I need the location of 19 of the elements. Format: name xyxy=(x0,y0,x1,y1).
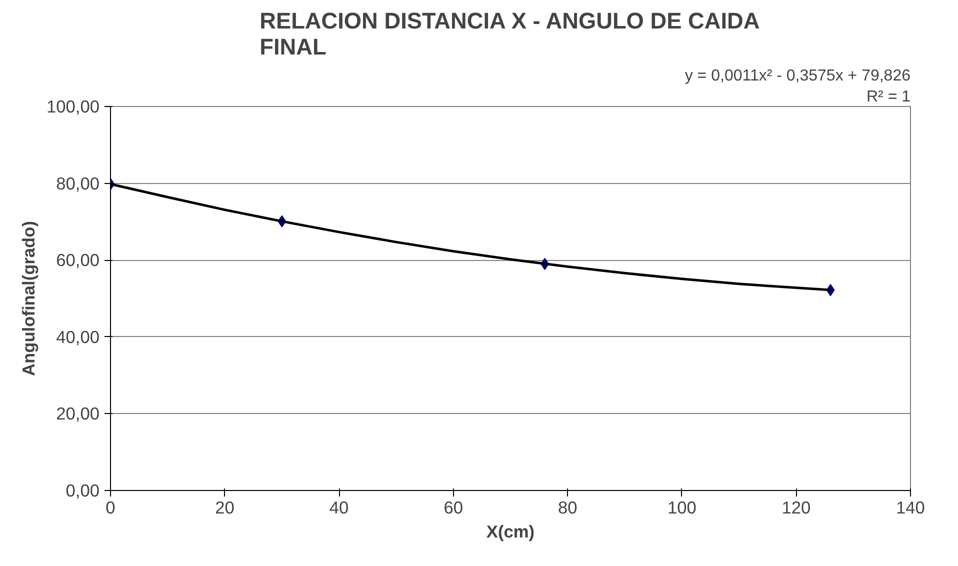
y-tick-label: 40,00 xyxy=(56,326,100,347)
x-axis-title: X(cm) xyxy=(486,522,535,542)
y-axis-title: Angulofinal(grado) xyxy=(18,221,38,376)
y-tick-label: 60,00 xyxy=(56,250,100,270)
x-tick-label: 120 xyxy=(782,498,811,518)
x-tick-label: 0 xyxy=(106,498,116,518)
x-tick-label: 100 xyxy=(667,498,696,518)
y-tick-label: 100,00 xyxy=(46,96,100,116)
y-tick-label: 20,00 xyxy=(56,404,100,424)
y-tick-label: 0,00 xyxy=(66,480,100,500)
chart-title: RELACION DISTANCIA X - ANGULO DE CAIDA FINAL xyxy=(260,8,760,60)
x-tick-label: 40 xyxy=(329,498,349,518)
x-tick-label: 140 xyxy=(896,498,925,518)
y-tick-label: 80,00 xyxy=(56,173,100,194)
text: R² = 1 xyxy=(866,88,911,106)
text: y = 0,0011x² - 0,3575x + 79,826 xyxy=(684,68,911,84)
x-tick-label: 80 xyxy=(558,498,578,518)
x-tick-label: 60 xyxy=(444,498,463,518)
x-tick-label: 20 xyxy=(215,498,234,518)
